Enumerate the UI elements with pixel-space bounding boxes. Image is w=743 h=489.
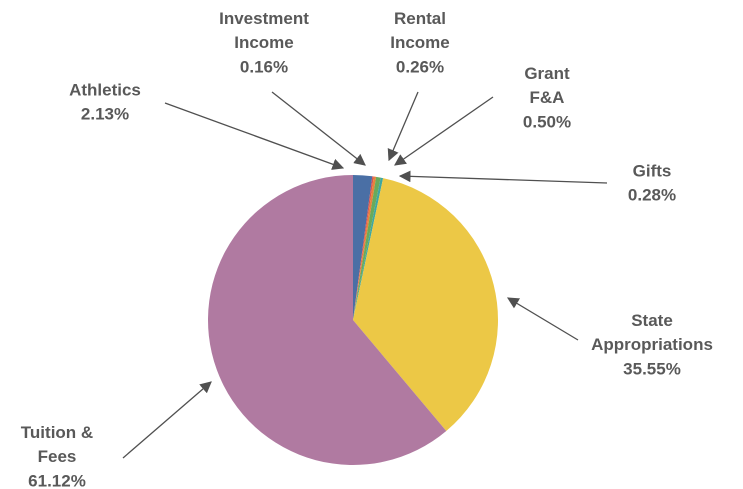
- leader-arrow: [398, 170, 608, 184]
- value-label: 35.55%: [623, 359, 681, 378]
- pie-slice: [353, 177, 384, 320]
- leader-arrow: [164, 102, 345, 170]
- pie-slice: [353, 176, 374, 320]
- pie-slice: [353, 178, 498, 432]
- value-label: 0.50%: [523, 112, 571, 131]
- slice-label: Tuition & Fees: [21, 423, 93, 466]
- value-label: 0.26%: [396, 57, 444, 76]
- pie-slice: [353, 175, 373, 320]
- leader-arrow: [122, 381, 212, 459]
- slice-label: Athletics: [69, 80, 141, 99]
- slice-label: Rental Income: [390, 9, 450, 52]
- value-label: 61.12%: [28, 471, 86, 489]
- value-label: 0.16%: [240, 57, 288, 76]
- pie-slice: [353, 176, 377, 320]
- leader-arrow: [394, 96, 494, 166]
- slice-label: Investment Income: [219, 9, 309, 52]
- pie-slice: [353, 176, 381, 320]
- slice-label: State Appropriations: [591, 311, 713, 354]
- slice-label: Grant F&A: [524, 64, 570, 107]
- leader-arrow: [387, 91, 419, 162]
- leader-arrow: [271, 91, 366, 166]
- slice-label: Gifts: [633, 161, 672, 180]
- value-label: 0.28%: [628, 185, 676, 204]
- value-label: 2.13%: [81, 104, 129, 123]
- leader-arrow: [506, 297, 579, 341]
- pie-slice: [208, 175, 447, 465]
